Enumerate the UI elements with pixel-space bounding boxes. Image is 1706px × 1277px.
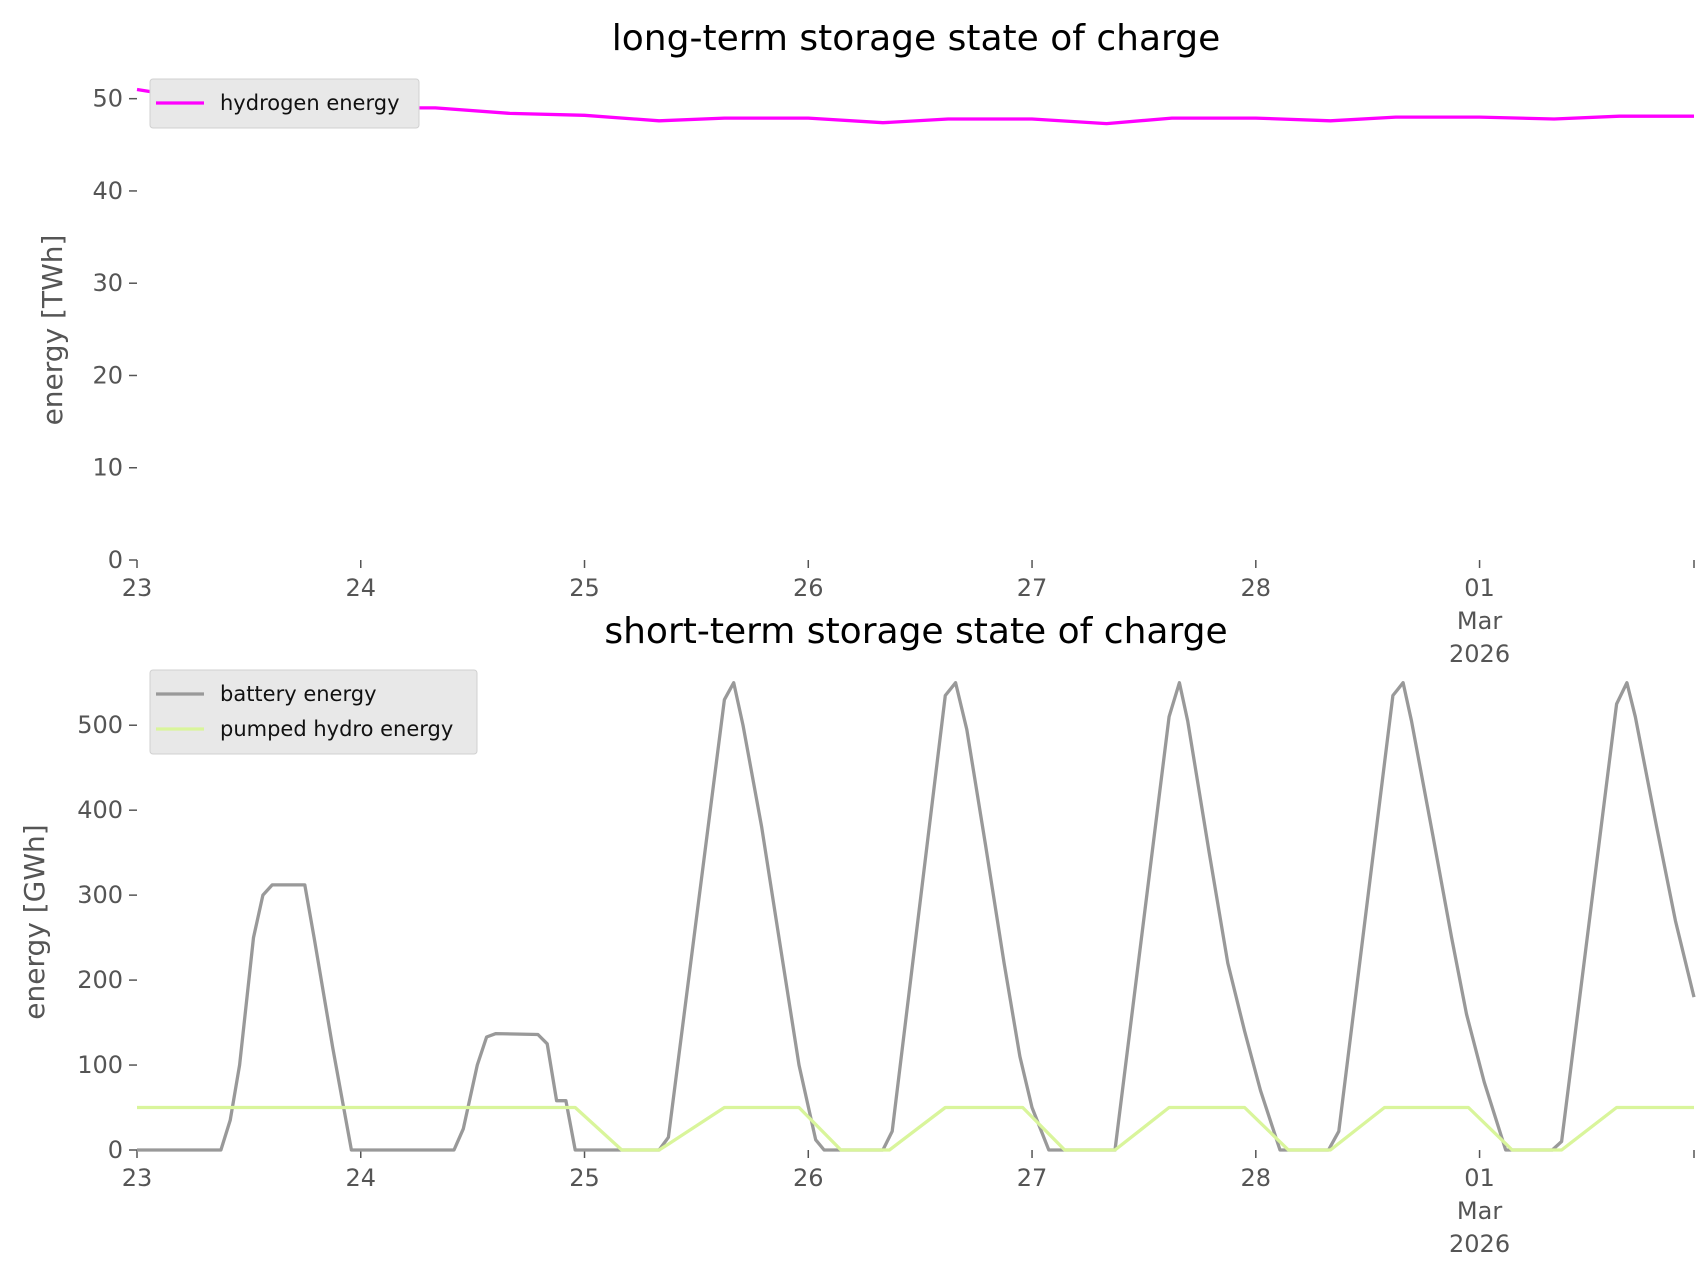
y-tick-label: 300	[77, 881, 123, 909]
y-tick-label: 0	[108, 1136, 123, 1164]
long-term-storage-plot: long-term storage state of charge energy…	[36, 18, 1695, 668]
x-tick-label: 01	[1464, 574, 1495, 602]
y-tick-label: 50	[92, 85, 123, 113]
x-tick-label: 2026	[1449, 640, 1510, 668]
x-tick-label: 26	[793, 1164, 824, 1192]
x-tick-label: 27	[1017, 1164, 1048, 1192]
x-tick-label: 27	[1017, 574, 1048, 602]
x-tick-label: 25	[569, 1164, 600, 1192]
x-tick-label: Mar	[1457, 1197, 1502, 1225]
series-line	[137, 681, 1696, 1152]
short-term-storage-plot: short-term storage state of charge energ…	[18, 611, 1696, 1258]
x-tick-label: 24	[345, 574, 376, 602]
legend-label: pumped hydro energy	[220, 717, 453, 741]
chart-title: short-term storage state of charge	[604, 611, 1227, 652]
legend-label: hydrogen energy	[220, 91, 400, 115]
x-tick-label: 23	[122, 1164, 153, 1192]
chart-title: long-term storage state of charge	[612, 18, 1220, 59]
x-tick-label: 23	[122, 574, 153, 602]
legend-label: battery energy	[220, 682, 377, 706]
x-tick-label: 28	[1241, 574, 1272, 602]
y-tick-label: 500	[77, 711, 123, 739]
y-axis-label: energy [GWh]	[18, 824, 51, 1019]
legend-box	[149, 78, 420, 129]
y-tick-label: 10	[92, 454, 123, 482]
y-tick-label: 20	[92, 361, 123, 389]
x-tick-label: 24	[345, 1164, 376, 1192]
y-tick-label: 30	[92, 269, 123, 297]
legend-box	[149, 669, 478, 755]
y-tick-label: 40	[92, 177, 123, 205]
x-tick-label: 01	[1464, 1164, 1495, 1192]
x-tick-label: 25	[569, 574, 600, 602]
y-tick-label: 100	[77, 1051, 123, 1079]
x-tick-label: 26	[793, 574, 824, 602]
x-tick-label: Mar	[1457, 607, 1502, 635]
y-tick-label: 200	[77, 966, 123, 994]
x-tick-label: 28	[1241, 1164, 1272, 1192]
y-tick-label: 0	[108, 546, 123, 574]
y-tick-label: 400	[77, 796, 123, 824]
y-axis-label: energy [TWh]	[36, 235, 69, 426]
x-tick-label: 2026	[1449, 1230, 1510, 1258]
series-line	[137, 1105, 1694, 1152]
